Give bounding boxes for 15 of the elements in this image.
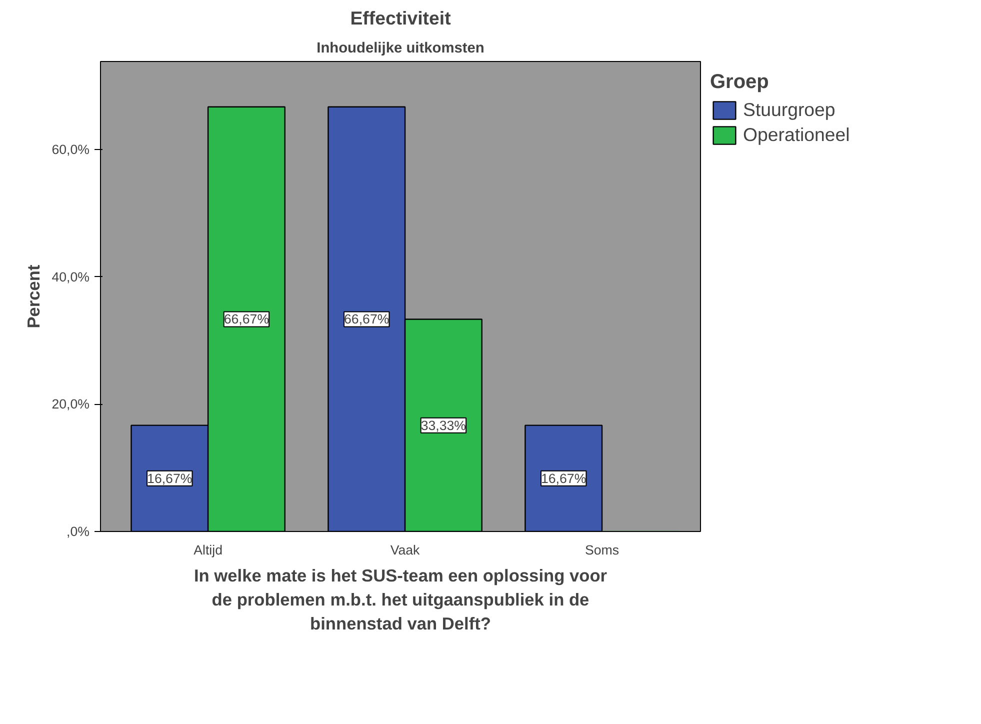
y-tick-label: ,0% [66,524,90,539]
legend-label: Stuurgroep [743,99,836,121]
x-tick-label: Vaak [390,542,420,558]
chart-title: Effectiviteit [350,8,451,28]
legend-label: Operationeel [743,124,850,146]
y-tick-label: 20,0% [52,396,90,412]
x-tick-label: Soms [584,542,620,558]
x-tick-label: Altijd [194,542,222,558]
x-axis-title: In welke mate is het SUS-team een oplossing voor de problemen m.b.t. het uitgaanspubliek in de binnenstad van Delft? [194,566,608,634]
data-label: 33,33% [420,418,466,433]
y-tick-label: 60,0% [52,142,90,157]
chart-subtitle: Inhoudelijke uitkomsten [316,40,484,56]
y-axis-title: Percent [24,264,44,328]
legend-title: Groep [710,71,770,94]
y-tick-label: 40,0% [52,269,90,284]
